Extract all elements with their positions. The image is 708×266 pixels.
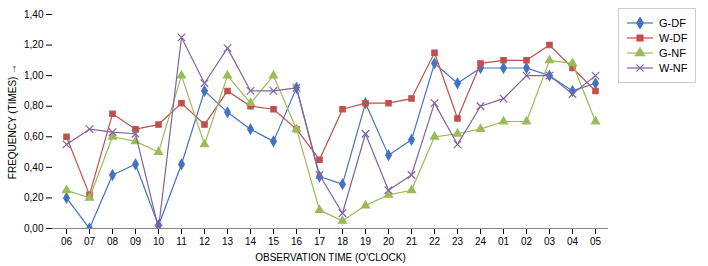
svg-text:07: 07 — [84, 236, 96, 247]
svg-text:20: 20 — [383, 236, 395, 247]
svg-text:08: 08 — [107, 236, 119, 247]
svg-text:16: 16 — [291, 236, 303, 247]
svg-text:15: 15 — [268, 236, 280, 247]
svg-text:0,00: 0,00 — [24, 223, 44, 234]
svg-text:05: 05 — [590, 236, 602, 247]
svg-text:06: 06 — [61, 236, 73, 247]
svg-text:OBSERVATION TIME (O'CLOCK): OBSERVATION TIME (O'CLOCK) — [255, 252, 406, 263]
svg-text:03: 03 — [544, 236, 556, 247]
svg-text:0,40: 0,40 — [24, 162, 44, 173]
svg-text:04: 04 — [567, 236, 579, 247]
svg-text:0,80: 0,80 — [24, 100, 44, 111]
svg-text:1,20: 1,20 — [24, 39, 44, 50]
svg-text:0,60: 0,60 — [24, 131, 44, 142]
svg-text:19: 19 — [360, 236, 372, 247]
svg-text:09: 09 — [130, 236, 142, 247]
svg-text:21: 21 — [406, 236, 418, 247]
svg-text:10: 10 — [153, 236, 165, 247]
svg-text:14: 14 — [245, 236, 257, 247]
svg-text:22: 22 — [429, 236, 441, 247]
html-text:G-DF: G-DF — [659, 17, 686, 29]
svg-text:02: 02 — [521, 236, 533, 247]
html-text:W-DF: W-DF — [659, 32, 688, 44]
svg-text:1,00: 1,00 — [24, 70, 44, 81]
svg-text:13: 13 — [222, 236, 234, 247]
svg-text:18: 18 — [337, 236, 349, 247]
svg-text:23: 23 — [452, 236, 464, 247]
html-text:W-NF: W-NF — [659, 62, 688, 74]
svg-text:11: 11 — [176, 236, 187, 247]
svg-text:0,20: 0,20 — [24, 192, 44, 203]
svg-text:FREQUENCY (TIMES) →: FREQUENCY (TIMES) → — [7, 64, 18, 179]
svg-text:17: 17 — [314, 236, 326, 247]
svg-text:01: 01 — [498, 236, 510, 247]
html-text:G-NF: G-NF — [659, 47, 686, 59]
svg-text:12: 12 — [199, 236, 211, 247]
svg-text:1,40: 1,40 — [24, 9, 44, 20]
svg-text:24: 24 — [475, 236, 487, 247]
